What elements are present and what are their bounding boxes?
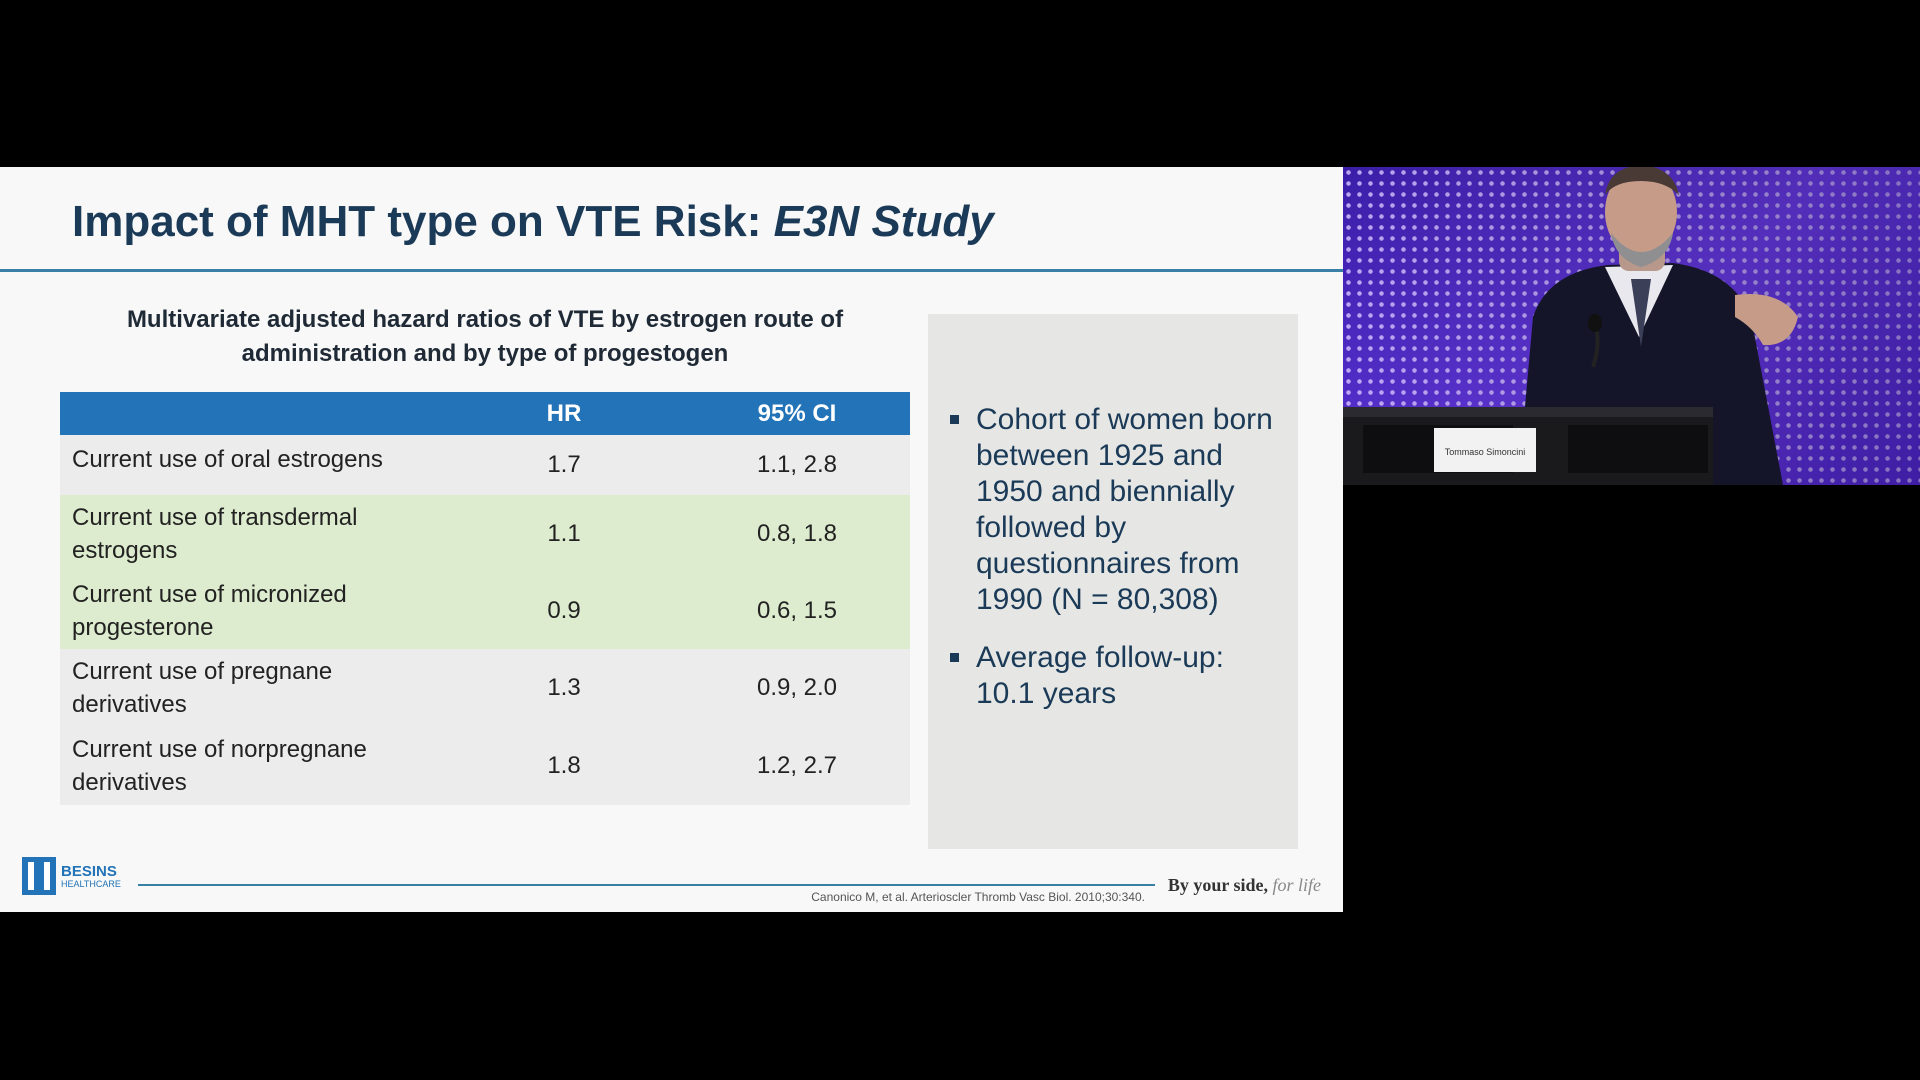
title-main-text: Impact of MHT type on VTE Risk: [72,197,774,246]
tagline-script: for life [1272,875,1322,895]
bullet-text: Average follow-up: 10.1 years [976,641,1224,710]
hazard-ratio-table: HR 95% CI Current use of oral estrogens … [60,392,910,805]
title-divider [0,269,1343,272]
row-ci-value: 0.8, 1.8 [756,520,838,547]
row-ci-value: 1.2, 2.7 [756,752,838,779]
bullet-square-icon [950,415,959,424]
row-hr-value: 1.3 [547,674,581,701]
row-hr-value: 1.1 [547,520,581,547]
table-header-row: HR 95% CI [60,392,910,435]
table-caption: Multivariate adjusted hazard ratios of V… [126,306,844,367]
table-header-cell: HR [546,399,582,427]
row-ci-value: 1.1, 2.8 [756,451,838,478]
citation-text: Canonico M, et al. Arterioscler Thromb V… [811,890,1145,904]
microphone-icon [1588,314,1602,332]
row-ci-value: 0.9, 2.0 [756,674,838,701]
speaker-video-feed: Tommaso Simoncini [1343,167,1920,485]
table-header-cell: 95% CI [757,399,837,427]
table-row: Current use of oral estrogens 1.7 1.1, 2… [60,435,910,495]
slide-title: Impact of MHT type on VTE Risk: E3N Stud… [72,197,994,247]
row-ci-value: 0.6, 1.5 [756,597,838,624]
company-logo: BESINS HEALTHCARE [22,857,121,895]
speaker-nameplate [1434,428,1536,472]
footer-divider [138,884,1155,886]
row-hr-value: 1.8 [547,752,581,779]
table-row: Current use of transdermal estrogens 1.1… [60,495,910,573]
study-info-box: Cohort of women born between 1925 and 19… [928,314,1298,849]
row-hr-value: 1.7 [547,451,581,478]
row-label: Current use of norpregnane derivatives [72,736,367,796]
table-row: Current use of norpregnane derivatives 1… [60,727,910,805]
table-row: Current use of pregnane derivatives 1.3 … [60,649,910,727]
tagline: By your side, for life [1168,875,1321,896]
bullet-item: Average follow-up: 10.1 years [938,640,1288,712]
logo-mark-icon [22,857,56,895]
row-label: Current use of oral estrogens [72,446,383,473]
row-label: Current use of transdermal estrogens [72,504,358,564]
nameplate-text: Tommaso Simoncini [1445,447,1526,457]
row-label: Current use of pregnane derivatives [72,658,333,718]
row-hr-value: 0.9 [547,597,581,624]
presentation-slide: Impact of MHT type on VTE Risk: E3N Stud… [0,167,1343,912]
study-bullets: Cohort of women born between 1925 and 19… [938,402,1288,734]
table-row: Current use of micronized progesterone 0… [60,573,910,649]
row-label: Current use of micronized progesterone [72,581,347,641]
bullet-square-icon [950,653,959,662]
bullet-item: Cohort of women born between 1925 and 19… [938,402,1288,618]
speaker-scene: Tommaso Simoncini [1343,167,1920,485]
logo-subtitle: HEALTHCARE [61,878,121,889]
tagline-main: By your side, [1167,875,1273,895]
title-study-name: E3N Study [773,197,994,246]
bullet-text: Cohort of women born between 1925 and 19… [976,403,1273,616]
logo-name: BESINS [61,862,117,880]
